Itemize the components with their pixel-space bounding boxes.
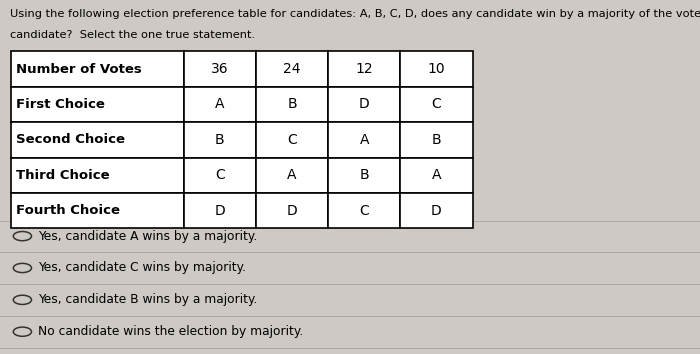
Text: First Choice: First Choice	[16, 98, 105, 111]
Bar	[183, 51, 256, 87]
Text: Using the following election preference table for candidates: A, B, C, D, does a: Using the following election preference …	[10, 9, 700, 19]
Text: A: A	[360, 133, 369, 147]
Text: B: B	[215, 133, 225, 147]
Text: A: A	[287, 168, 297, 182]
Bar	[400, 158, 473, 193]
Text: candidate?  Select the one true statement.: candidate? Select the one true statement…	[10, 30, 255, 40]
Text: D: D	[287, 204, 298, 218]
Bar	[256, 51, 328, 87]
Text: 24: 24	[284, 62, 301, 76]
Bar	[256, 193, 328, 228]
Bar	[400, 51, 473, 87]
Bar	[10, 158, 183, 193]
Bar	[256, 87, 328, 122]
Bar	[256, 122, 328, 158]
Text: Yes, candidate B wins by a majority.: Yes, candidate B wins by a majority.	[38, 293, 258, 306]
Text: A: A	[215, 97, 225, 112]
Bar	[328, 51, 400, 87]
Text: D: D	[359, 97, 370, 112]
Text: Third Choice: Third Choice	[16, 169, 110, 182]
Bar	[10, 87, 183, 122]
Bar	[256, 158, 328, 193]
Text: B: B	[359, 168, 369, 182]
Text: Number of Votes: Number of Votes	[16, 63, 142, 75]
Text: D: D	[431, 204, 442, 218]
Text: Fourth Choice: Fourth Choice	[16, 204, 120, 217]
Bar	[10, 51, 183, 87]
Bar	[10, 122, 183, 158]
Bar	[400, 193, 473, 228]
Text: Yes, candidate C wins by majority.: Yes, candidate C wins by majority.	[38, 262, 246, 274]
Bar	[183, 122, 256, 158]
Text: B: B	[432, 133, 441, 147]
Text: No candidate wins the election by majority.: No candidate wins the election by majori…	[38, 325, 304, 338]
Bar	[328, 158, 400, 193]
Bar	[10, 193, 183, 228]
Text: Second Choice: Second Choice	[16, 133, 125, 146]
Text: 10: 10	[428, 62, 445, 76]
Bar	[328, 122, 400, 158]
Text: D: D	[214, 204, 225, 218]
Bar	[183, 87, 256, 122]
Text: B: B	[287, 97, 297, 112]
Text: C: C	[215, 168, 225, 182]
Bar	[183, 158, 256, 193]
Text: Yes, candidate A wins by a majority.: Yes, candidate A wins by a majority.	[38, 230, 258, 242]
Text: 36: 36	[211, 62, 229, 76]
Bar	[183, 193, 256, 228]
Text: A: A	[432, 168, 441, 182]
Bar	[400, 87, 473, 122]
Text: C: C	[359, 204, 369, 218]
Bar	[328, 87, 400, 122]
Text: 12: 12	[356, 62, 373, 76]
Text: C: C	[431, 97, 441, 112]
Text: C: C	[287, 133, 297, 147]
Bar	[400, 122, 473, 158]
Bar	[328, 193, 400, 228]
